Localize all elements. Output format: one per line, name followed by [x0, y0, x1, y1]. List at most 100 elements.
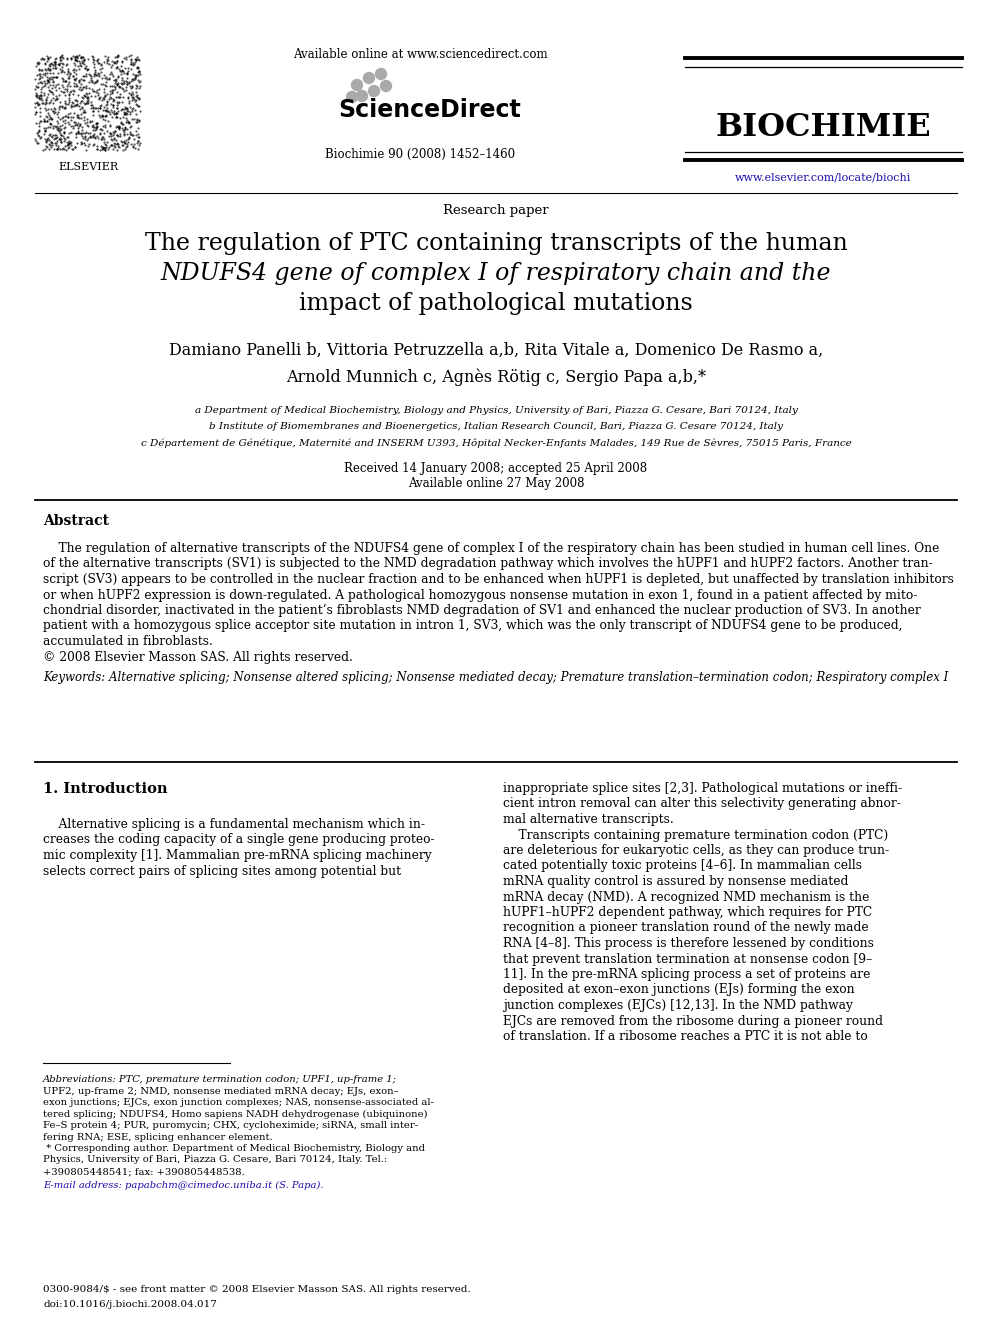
Point [120, 87, 136, 108]
Point [38, 65, 54, 86]
Point [118, 130, 134, 151]
Text: Physics, University of Bari, Piazza G. Cesare, Bari 70124, Italy. Tel.:: Physics, University of Bari, Piazza G. C… [43, 1155, 387, 1164]
Text: mRNA decay (NMD). A recognized NMD mechanism is the: mRNA decay (NMD). A recognized NMD mecha… [503, 890, 869, 904]
Point [76, 112, 92, 134]
Point [119, 71, 135, 93]
Point [123, 49, 139, 70]
Point [30, 77, 46, 98]
Point [109, 91, 125, 112]
Point [29, 56, 45, 77]
Point [42, 105, 58, 126]
Point [52, 91, 67, 112]
Point [128, 94, 144, 115]
Point [42, 91, 58, 112]
Point [120, 132, 136, 153]
Point [66, 49, 82, 70]
Point [107, 136, 123, 157]
Point [89, 112, 105, 134]
Point [100, 139, 116, 160]
Point [63, 97, 79, 118]
Point [39, 106, 55, 127]
Point [34, 73, 50, 94]
Point [35, 139, 51, 160]
Point [52, 49, 67, 70]
Point [63, 106, 79, 127]
Point [69, 75, 85, 97]
Point [109, 139, 125, 160]
Point [57, 78, 72, 99]
Point [78, 83, 94, 105]
Point [125, 64, 141, 85]
Point [115, 60, 131, 81]
Point [66, 89, 82, 110]
Point [95, 138, 111, 159]
Point [34, 90, 50, 111]
Point [123, 77, 139, 98]
Point [44, 78, 60, 99]
Point [96, 78, 112, 99]
Point [109, 50, 125, 71]
Point [127, 52, 143, 73]
Point [63, 115, 79, 136]
Point [116, 101, 132, 122]
Point [97, 136, 113, 157]
Point [132, 95, 148, 116]
Point [125, 98, 141, 119]
Point [37, 74, 53, 95]
Text: that prevent translation termination at nonsense codon [9–: that prevent translation termination at … [503, 953, 872, 966]
Point [49, 103, 64, 124]
Point [53, 108, 68, 130]
Point [131, 71, 147, 93]
Point [93, 105, 109, 126]
Point [68, 127, 84, 148]
Point [91, 65, 107, 86]
Point [60, 75, 75, 97]
Point [49, 119, 64, 140]
Point [50, 138, 65, 159]
Point [131, 108, 147, 130]
Point [132, 101, 148, 122]
Point [123, 85, 139, 106]
Point [63, 94, 79, 115]
Point [79, 87, 95, 108]
Point [41, 108, 57, 130]
Point [114, 60, 130, 81]
Point [65, 46, 81, 67]
Point [28, 131, 44, 152]
Point [61, 90, 76, 111]
Point [72, 98, 88, 119]
Point [47, 57, 62, 78]
Point [96, 138, 112, 159]
Point [124, 75, 140, 97]
Point [99, 50, 115, 71]
Point [62, 132, 77, 153]
Point [62, 75, 78, 97]
Point [115, 79, 131, 101]
Point [28, 128, 44, 149]
Point [111, 118, 127, 139]
Point [76, 93, 92, 114]
Point [121, 82, 137, 103]
Text: RNA [4–8]. This process is therefore lessened by conditions: RNA [4–8]. This process is therefore les… [503, 937, 874, 950]
Point [95, 106, 111, 127]
Point [113, 112, 129, 134]
Point [104, 106, 120, 127]
Point [92, 86, 108, 107]
Point [57, 71, 72, 93]
Text: 11]. In the pre-mRNA splicing process a set of proteins are: 11]. In the pre-mRNA splicing process a … [503, 968, 870, 980]
Point [88, 138, 104, 159]
Point [36, 110, 52, 131]
Point [79, 114, 95, 135]
Point [62, 82, 77, 103]
Point [45, 101, 61, 122]
Text: +390805448541; fax: +390805448538.: +390805448541; fax: +390805448538. [43, 1167, 245, 1176]
Point [58, 106, 73, 127]
Point [99, 48, 115, 69]
Point [98, 75, 114, 97]
Point [130, 123, 146, 144]
Point [114, 67, 130, 89]
Point [54, 107, 69, 128]
Point [52, 95, 67, 116]
Point [32, 64, 48, 85]
Point [52, 99, 67, 120]
